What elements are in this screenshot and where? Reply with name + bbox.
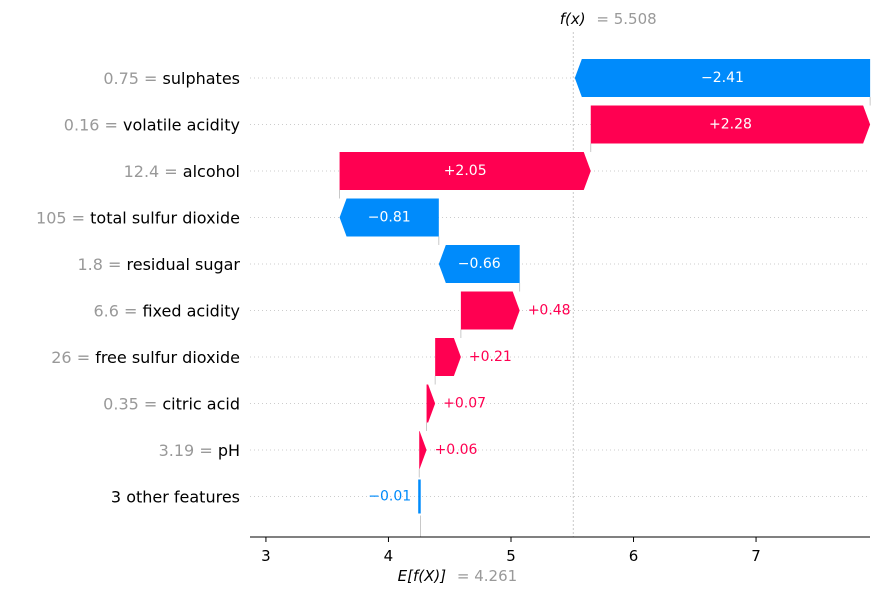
feature-value: 1.8 = <box>77 255 126 274</box>
x-tick-label: 4 <box>384 547 394 565</box>
bar-value-label: −0.81 <box>368 210 411 226</box>
bar-pH <box>419 431 427 469</box>
bar-value-label: +0.21 <box>469 349 512 365</box>
feature-name: residual sugar <box>127 255 241 274</box>
bar-value-label: +0.48 <box>528 303 571 319</box>
bar-value-label: +0.06 <box>435 442 478 458</box>
base-label-prefix: E[f(X)] <box>398 567 447 585</box>
bar-value-label: +0.07 <box>443 396 486 412</box>
base-label-value: = 4.261 <box>457 567 517 585</box>
feature-value: 0.16 = <box>64 115 123 134</box>
feature-name: total sulfur dioxide <box>90 208 240 227</box>
x-tick-label: 7 <box>751 547 761 565</box>
bar-free-sulfur-dioxide <box>435 338 461 376</box>
feature-label: 0.16 = volatile acidity <box>64 115 240 134</box>
feature-label: 0.35 = citric acid <box>103 394 240 413</box>
feature-value: 26 = <box>51 348 95 367</box>
bars <box>339 59 871 514</box>
feature-name: alcohol <box>183 162 240 181</box>
feature-name: 3 other features <box>111 487 240 506</box>
feature-label: 26 = free sulfur dioxide <box>51 348 240 367</box>
feature-value: 0.75 = <box>103 69 162 88</box>
feature-name: sulphates <box>163 69 240 88</box>
fx-label-prefix: f(x) <box>560 10 586 28</box>
base-value-label: E[f(X)] = 4.261 <box>398 567 518 585</box>
x-axis: 3 4 5 6 7 <box>250 536 870 565</box>
feature-value: 3.19 = <box>159 441 218 460</box>
feature-value: 12.4 = <box>124 162 183 181</box>
bar-value-label: −0.66 <box>458 256 501 272</box>
bar-citric-acid <box>426 384 436 423</box>
bar-value-label: −0.01 <box>368 489 411 505</box>
x-tick-label: 6 <box>629 547 639 565</box>
feature-label: 6.6 = fixed acidity <box>93 301 240 320</box>
feature-name: free sulfur dioxide <box>95 348 240 367</box>
bar-volatile-acidity <box>590 105 871 144</box>
feature-value: 105 = <box>36 208 90 227</box>
feature-value: 6.6 = <box>93 301 142 320</box>
bar-value-label: +2.28 <box>709 117 752 133</box>
bar-value-label: −2.41 <box>701 70 744 86</box>
feature-name: citric acid <box>162 394 240 413</box>
x-tick-label: 5 <box>506 547 516 565</box>
bar-total-sulfur-dioxide <box>339 198 439 237</box>
bar-3-other-features <box>418 479 421 514</box>
feature-label: 3 other features <box>111 487 240 506</box>
feature-name: pH <box>218 441 240 460</box>
x-tick-label: 3 <box>261 547 271 565</box>
fx-label: f(x) = 5.508 <box>560 10 657 28</box>
feature-label: 12.4 = alcohol <box>124 162 240 181</box>
bar-sulphates <box>574 59 871 97</box>
bar-fixed-acidity <box>460 291 520 330</box>
reference-lines <box>339 32 871 537</box>
bar-alcohol <box>339 152 591 190</box>
bar-value-label: +2.05 <box>444 163 487 179</box>
feature-label: 105 = total sulfur dioxide <box>36 208 240 227</box>
feature-label: 0.75 = sulphates <box>103 69 240 88</box>
feature-labels: −2.41 0.75 = sulphates +2.28 0.16 = volatil… <box>36 69 752 507</box>
bar-residual-sugar <box>438 245 520 283</box>
feature-label: 1.8 = residual sugar <box>77 255 240 274</box>
feature-name: volatile acidity <box>123 115 240 134</box>
feature-label: 3.19 = pH <box>159 441 240 460</box>
feature-value: 0.35 = <box>103 394 162 413</box>
feature-name: fixed acidity <box>142 301 240 320</box>
fx-label-value: = 5.508 <box>596 10 656 28</box>
